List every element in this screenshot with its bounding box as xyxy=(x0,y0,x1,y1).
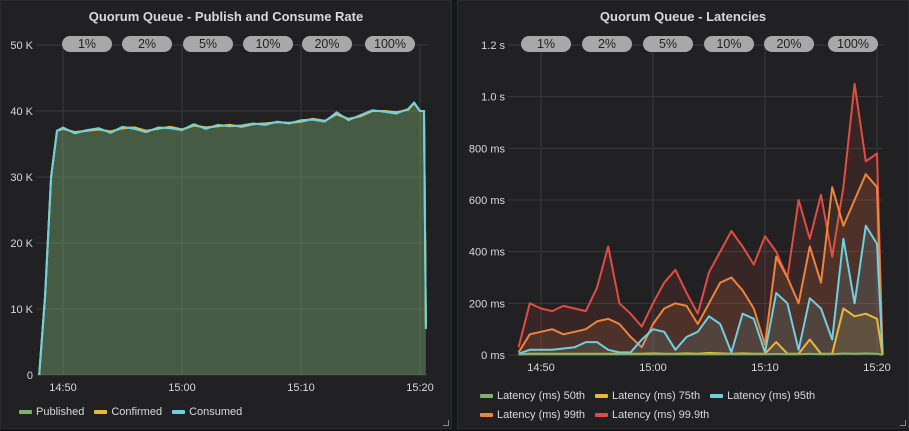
series-line-2 xyxy=(38,101,427,376)
publish-consume-rate-panel: Quorum Queue - Publish and Consume Rate … xyxy=(0,0,452,429)
annotation-marker[interactable]: 1% xyxy=(62,36,112,52)
rate-chart: 0 10 K 20 K 30 K 40 K 50 K 14:50 15:00 15:10 15:2… xyxy=(10,40,434,394)
annotation-marker[interactable]: 10% xyxy=(243,36,293,52)
panel-title[interactable]: Quorum Queue - Latencies xyxy=(599,9,767,24)
resize-handle[interactable] xyxy=(900,420,906,426)
series-line-2 xyxy=(518,224,884,356)
legend-item[interactable]: Published xyxy=(19,406,84,418)
legend-label: Latency (ms) 75th xyxy=(612,390,701,402)
annotation-marker[interactable]: 20% xyxy=(764,36,814,52)
series-area-0 xyxy=(39,103,426,375)
legend-label: Latency (ms) 95th xyxy=(727,390,816,402)
y-tick-label: 20 K xyxy=(10,238,33,250)
legend-label: Latency (ms) 50th xyxy=(497,390,586,402)
y-tick-label: 10 K xyxy=(10,304,33,316)
series-line-0 xyxy=(517,82,884,356)
series-area-3 xyxy=(518,308,883,355)
y-tick-label: 0 ms xyxy=(481,350,505,362)
legend-item[interactable]: Latency (ms) 95th xyxy=(710,387,815,405)
legend: Published Confirmed Consumed xyxy=(19,405,252,418)
x-tick-label: 15:20 xyxy=(406,382,434,394)
series-area-2 xyxy=(39,102,426,376)
legend-swatch xyxy=(480,394,493,398)
annotation-marker[interactable]: 10% xyxy=(704,36,754,52)
x-tick-label: 15:10 xyxy=(751,362,779,374)
y-tick-label: 400 ms xyxy=(469,247,506,259)
x-tick-label: 14:50 xyxy=(49,382,77,394)
annotation-marker[interactable]: 100% xyxy=(365,36,415,52)
y-tick-label: 600 ms xyxy=(469,195,506,207)
legend-swatch xyxy=(94,410,108,414)
legend-swatch xyxy=(19,410,32,414)
panel-title[interactable]: Quorum Queue - Publish and Consume Rate xyxy=(88,9,364,24)
legend-swatch xyxy=(595,394,609,398)
x-tick-label: 15:20 xyxy=(863,362,891,374)
legend-item[interactable]: Latency (ms) 99.9th xyxy=(595,406,709,424)
legend-label: Latency (ms) 99th xyxy=(497,409,586,421)
legend-item[interactable]: Latency (ms) 50th xyxy=(480,387,585,405)
annotation-marker[interactable]: 100% xyxy=(828,36,878,52)
legend-item[interactable]: Latency (ms) 99th xyxy=(480,406,585,424)
y-tick-label: 30 K xyxy=(10,172,33,184)
x-tick-label: 15:00 xyxy=(168,382,196,394)
y-tick-label: 0 xyxy=(27,370,33,382)
annotation-marker[interactable]: 5% xyxy=(643,36,693,52)
y-tick-label: 40 K xyxy=(10,106,33,118)
annotation-marker[interactable]: 1% xyxy=(521,36,571,52)
resize-handle[interactable] xyxy=(443,420,449,426)
legend-item[interactable]: Consumed xyxy=(172,406,242,418)
y-tick-label: 800 ms xyxy=(469,143,506,155)
x-tick-label: 15:00 xyxy=(639,362,667,374)
annotation-marker[interactable]: 2% xyxy=(582,36,632,52)
x-tick-label: 15:10 xyxy=(287,382,315,394)
legend-label: Confirmed xyxy=(111,406,163,418)
annotation-marker[interactable]: 5% xyxy=(183,36,233,52)
y-tick-label: 1.0 s xyxy=(481,92,505,104)
latencies-panel: Quorum Queue - Latencies 0 ms 200 ms 400 m… xyxy=(457,0,909,429)
series-area-1 xyxy=(518,174,883,355)
y-tick-label: 50 K xyxy=(10,40,33,52)
legend-item[interactable]: Latency (ms) 75th xyxy=(595,387,700,405)
legend-swatch xyxy=(595,413,609,417)
legend-swatch xyxy=(172,410,186,414)
legend: Latency (ms) 50th Latency (ms) 75th Latenc… xyxy=(480,386,900,424)
legend-swatch xyxy=(480,413,493,417)
series-line-1 xyxy=(517,173,884,356)
legend-label: Latency (ms) 99.9th xyxy=(612,409,710,421)
series-line-4 xyxy=(518,352,883,356)
annotation-marker[interactable]: 20% xyxy=(302,36,352,52)
x-tick-label: 14:50 xyxy=(527,362,555,374)
legend-swatch xyxy=(710,394,724,398)
annotation-marker[interactable]: 2% xyxy=(122,36,172,52)
legend-label: Consumed xyxy=(189,406,243,418)
legend-label: Published xyxy=(36,406,85,418)
legend-item[interactable]: Confirmed xyxy=(94,406,162,418)
y-tick-label: 1.2 s xyxy=(481,40,505,52)
y-tick-label: 200 ms xyxy=(469,298,506,310)
latency-chart: 0 ms 200 ms 400 ms 600 ms 800 ms 1.0 s 1.2 s 14… xyxy=(469,40,891,374)
